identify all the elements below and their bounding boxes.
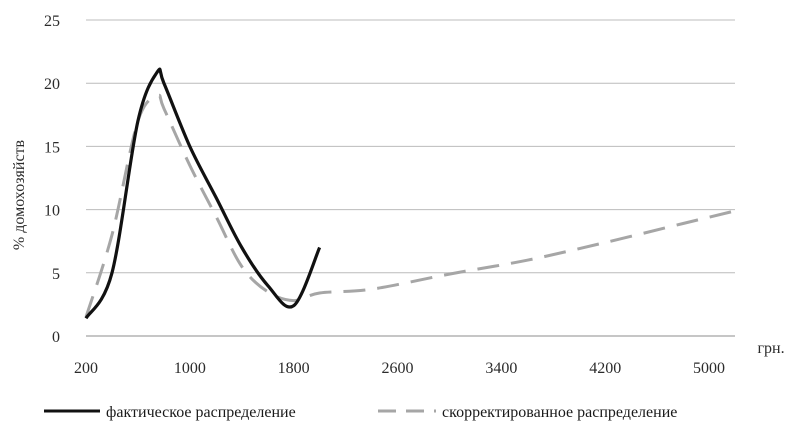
x-tick-label: 200: [74, 360, 98, 377]
y-tick-label: 0: [52, 329, 60, 346]
x-tick-label: 4200: [589, 360, 621, 377]
x-tick-label: 2600: [382, 360, 414, 377]
series-line-actual: [84, 67, 322, 320]
y-tick-label: 25: [44, 13, 60, 30]
x-tick-label: 1000: [174, 360, 206, 377]
x-axis-label: грн.: [757, 340, 784, 357]
grid-lines: [86, 19, 735, 337]
x-axis-tick-labels: 200 1000 1800 2600 3400 4200 5000: [74, 360, 725, 377]
y-tick-label: 20: [44, 76, 60, 93]
legend-label-actual: фактическое распределение: [106, 404, 296, 421]
series-line-adjusted: [84, 93, 736, 318]
legend: фактическое распределение скорректирован…: [44, 404, 677, 421]
y-tick-label: 5: [52, 266, 60, 283]
y-axis-tick-labels: 0 5 10 15 20 25: [44, 13, 60, 346]
x-tick-label: 3400: [485, 360, 517, 377]
x-tick-label: 1800: [278, 360, 310, 377]
x-tick-label: 5000: [693, 360, 725, 377]
legend-label-adjusted: скорректированное распределение: [442, 404, 677, 421]
y-tick-label: 15: [44, 139, 60, 156]
y-axis-label: % домохозяйств: [11, 139, 28, 250]
series-lines: [84, 67, 736, 320]
y-tick-label: 10: [44, 203, 60, 220]
